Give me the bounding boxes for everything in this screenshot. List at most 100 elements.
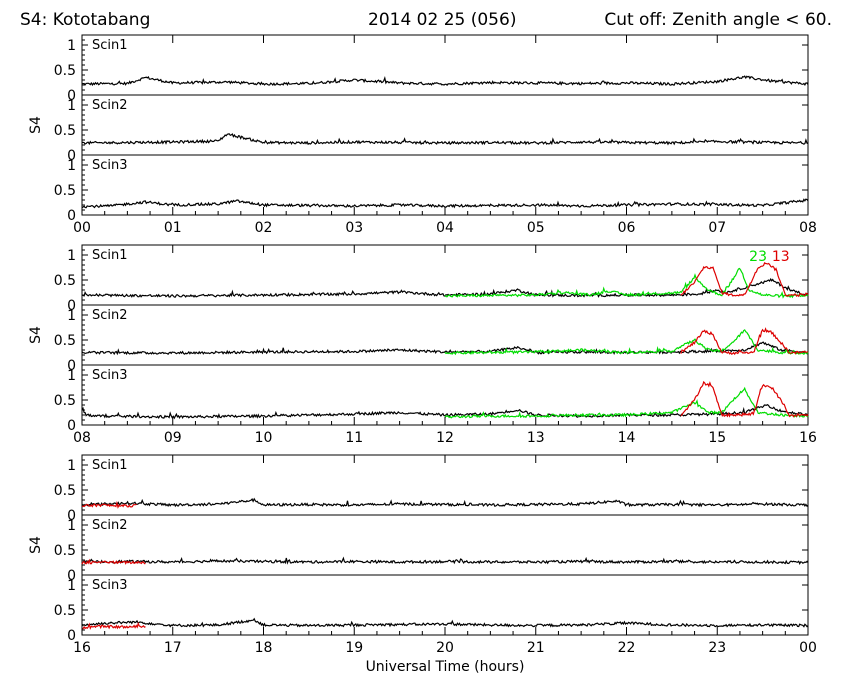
section-1: 0 0.5 1 Scin1 0 0.5 1 Scin2 0 0.5 1 Scin3 00 01 02 03 04… [28, 34, 817, 236]
x-tick-label: 13 [527, 430, 545, 446]
x-tick-label: 21 [527, 640, 545, 656]
series-line [444, 267, 809, 299]
series-line [680, 262, 809, 298]
series-line [81, 404, 809, 420]
panel-frame [81, 34, 809, 96]
y-tick-label: 0.5 [54, 393, 76, 409]
x-tick-label: 01 [164, 220, 182, 236]
y-tick-label: 0 [67, 418, 76, 434]
y-tick-label: 0.5 [54, 123, 76, 139]
panel-label: Scin3 [92, 158, 128, 173]
x-tick-label: 12 [436, 430, 454, 446]
x-tick-label: 22 [618, 640, 636, 656]
x-tick-label: 16 [73, 640, 91, 656]
series-line [81, 621, 146, 630]
panel-frame [81, 304, 809, 366]
y-tick-label: 0.5 [54, 483, 76, 499]
y-tick-label: 1 [67, 158, 76, 174]
x-tick-label: 20 [436, 640, 454, 656]
y-tick-label: 0 [67, 358, 76, 374]
series-line [81, 617, 809, 628]
panel-scin2: 0 0.5 1 Scin2 [54, 514, 809, 584]
x-tick-label: 00 [799, 640, 817, 656]
cutoff-title: Cut off: Zenith angle < 60. [604, 10, 832, 30]
y-axis-label: S4 [28, 326, 44, 344]
x-tick-label: 10 [255, 430, 273, 446]
y-tick-label: 1 [67, 248, 76, 264]
series-line [81, 75, 809, 87]
x-tick-label: 17 [164, 640, 182, 656]
series-line [444, 329, 809, 356]
y-tick-label: 0 [67, 298, 76, 314]
series-line [81, 133, 809, 146]
series-line [81, 341, 809, 356]
y-tick-label: 0.5 [54, 273, 76, 289]
panel-label: Scin1 [92, 248, 128, 263]
x-tick-label: 11 [345, 430, 363, 446]
panel-label: Scin1 [92, 38, 128, 53]
panel-frame [81, 514, 809, 576]
series-line [81, 556, 809, 565]
panel-scin1: 0 0.5 1 Scin1 [54, 244, 809, 314]
x-axis-label: Universal Time (hours) [366, 659, 525, 675]
x-tick-label: 02 [255, 220, 273, 236]
y-tick-label: 1 [67, 368, 76, 384]
y-axis-label: S4 [28, 536, 44, 554]
y-tick-label: 0.5 [54, 543, 76, 559]
y-tick-label: 1 [67, 578, 76, 594]
x-tick-label: 04 [436, 220, 454, 236]
date-title: 2014 02 25 (056) [368, 10, 517, 30]
x-tick-label: 07 [708, 220, 726, 236]
y-tick-label: 0 [67, 568, 76, 584]
section-2: 0 0.5 1 Scin1 0 0.5 1 Scin2 0 0.5 1 Scin3 08 09 10 11 12… [28, 244, 817, 446]
x-tick-label: 05 [527, 220, 545, 236]
prn-annotation: 23 [749, 249, 767, 265]
x-tick-label: 00 [73, 220, 91, 236]
y-tick-label: 1 [67, 458, 76, 474]
y-tick-label: 1 [67, 38, 76, 54]
x-tick-label: 23 [708, 640, 726, 656]
x-tick-label: 03 [345, 220, 363, 236]
x-tick-label: 08 [73, 430, 91, 446]
series-line [680, 380, 809, 418]
y-tick-label: 1 [67, 98, 76, 114]
y-tick-label: 0 [67, 148, 76, 164]
panel-scin2: 0 0.5 1 Scin2 [54, 94, 809, 164]
series-line [81, 198, 809, 209]
y-tick-label: 0.5 [54, 333, 76, 349]
y-tick-label: 0.5 [54, 63, 76, 79]
series-line [444, 386, 809, 419]
x-tick-label: 16 [799, 430, 817, 446]
y-tick-label: 0 [67, 628, 76, 644]
x-tick-label: 09 [164, 430, 182, 446]
y-tick-label: 0.5 [54, 603, 76, 619]
panel-label: Scin3 [92, 578, 128, 593]
y-tick-label: 0 [67, 208, 76, 224]
y-tick-label: 1 [67, 518, 76, 534]
section-3: 0 0.5 1 Scin1 0 0.5 1 Scin2 0 0.5 1 Scin3 16 17 18 19 20… [28, 454, 817, 656]
series-line [81, 558, 146, 565]
panel-label: Scin2 [92, 308, 128, 323]
panel-label: Scin2 [92, 98, 128, 113]
y-tick-label: 0 [67, 508, 76, 524]
series-line [680, 327, 809, 356]
x-tick-label: 19 [345, 640, 363, 656]
series-line [81, 497, 809, 508]
panel-scin2: 0 0.5 1 Scin2 [54, 304, 809, 374]
panel-scin1: 0 0.5 1 Scin1 [54, 34, 809, 104]
prn-annotation: 13 [772, 249, 790, 265]
series-line [81, 500, 137, 509]
panel-label: Scin1 [92, 458, 128, 473]
x-tick-label: 18 [255, 640, 273, 656]
y-tick-label: 0.5 [54, 183, 76, 199]
x-tick-label: 06 [618, 220, 636, 236]
panel-label: Scin3 [92, 368, 128, 383]
panel-scin3: 0 0.5 1 Scin3 [54, 364, 809, 434]
x-tick-label: 15 [708, 430, 726, 446]
station-title: S4: Kototabang [20, 10, 151, 30]
x-tick-label: 08 [799, 220, 817, 236]
panel-scin1: 0 0.5 1 Scin1 [54, 454, 809, 524]
x-tick-label: 14 [618, 430, 636, 446]
y-tick-label: 0 [67, 88, 76, 104]
